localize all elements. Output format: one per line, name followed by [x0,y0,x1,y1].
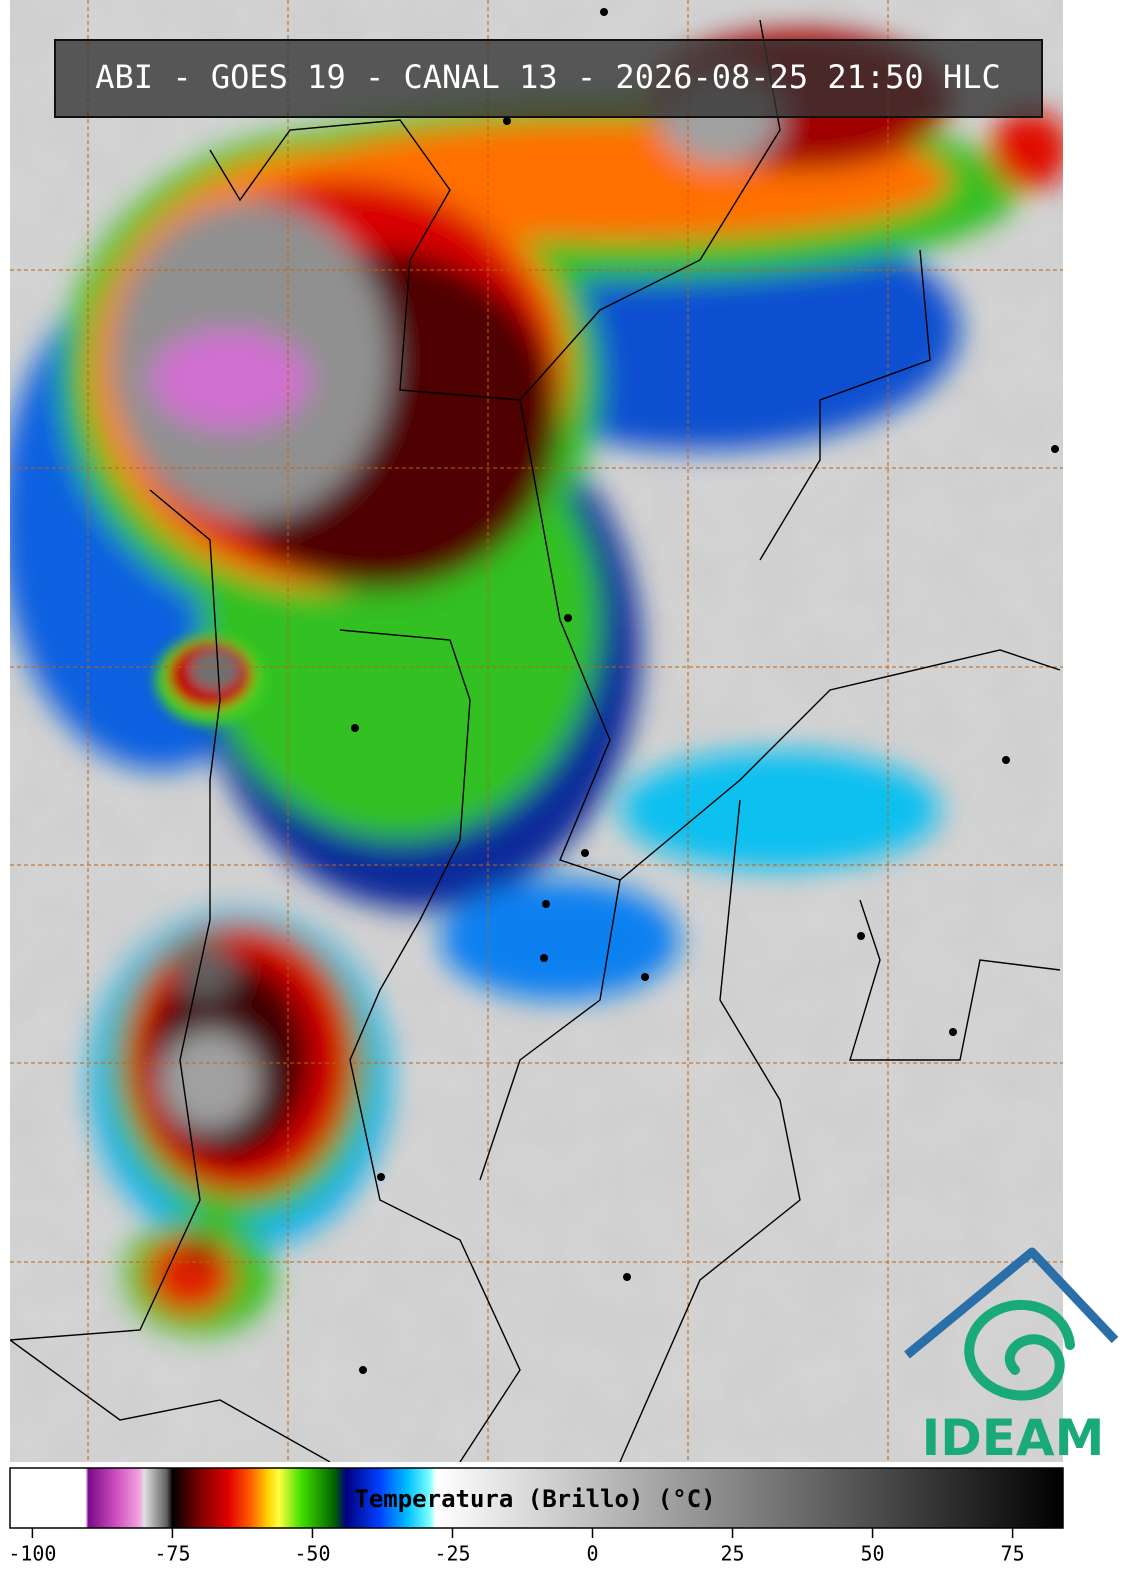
colorbar-tick-label: 25 [720,1542,744,1566]
colorbar-tick-label: 75 [1001,1542,1025,1566]
storm-north [10,30,1063,1000]
colorbar-tick-label: -50 [294,1542,330,1566]
storm-cell [155,635,265,725]
colorbar-tick-label: 0 [586,1542,598,1566]
borders [10,19,1061,1462]
title: ABI - GOES 19 - CANAL 13 - 2026-08-25 21… [95,58,1000,96]
title-box [54,39,1043,118]
logo: IDEAM [904,1247,1119,1467]
colorbar: Temperatura (Brillo) (°C) -100 -75 -50 -25 0… [8,1467,1064,1566]
colorbar-tick-label: 50 [861,1542,885,1566]
storm-south [90,910,390,1335]
map [10,0,1063,1462]
graticule [10,0,1063,1462]
colorbar-tick-label: -25 [434,1542,470,1566]
colorbar-tick-label: -75 [154,1542,190,1566]
colorbar-label: Temperatura (Brillo) (°C) [354,1485,715,1513]
cities [351,8,1059,1374]
colorbar-tick-label: -100 [8,1542,56,1566]
colorbar-scale [9,1467,1064,1529]
logo-text: IDEAM [922,1409,1105,1467]
